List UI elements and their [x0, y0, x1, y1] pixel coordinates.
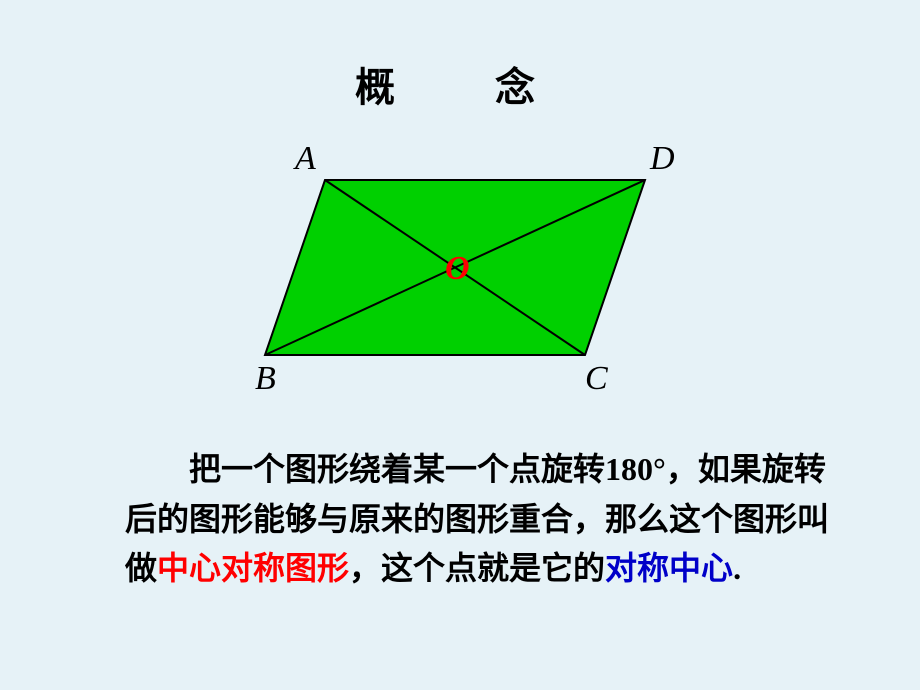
text-period: . — [733, 550, 741, 586]
vertex-a-label: A — [295, 140, 316, 178]
vertex-c-label: C — [585, 360, 608, 398]
definition-text: 把一个图形绕着某一个点旋转180°，如果旋转后的图形能够与原来的图形重合，那么这… — [125, 445, 845, 594]
text-part1: 把一个图形绕着某一个点旋转 — [189, 451, 605, 487]
text-degree: 180° — [605, 451, 666, 487]
parallelogram-diagram: A D B C O — [230, 130, 690, 410]
center-o-label: O — [445, 250, 470, 288]
vertex-b-label: B — [255, 360, 276, 398]
vertex-d-label: D — [650, 140, 675, 178]
text-blue: 对称中心 — [605, 550, 733, 586]
text-red: 中心对称图形 — [157, 550, 349, 586]
page-title: 概 念 — [0, 55, 920, 113]
text-part2: ，这个点就是它的 — [349, 550, 605, 586]
